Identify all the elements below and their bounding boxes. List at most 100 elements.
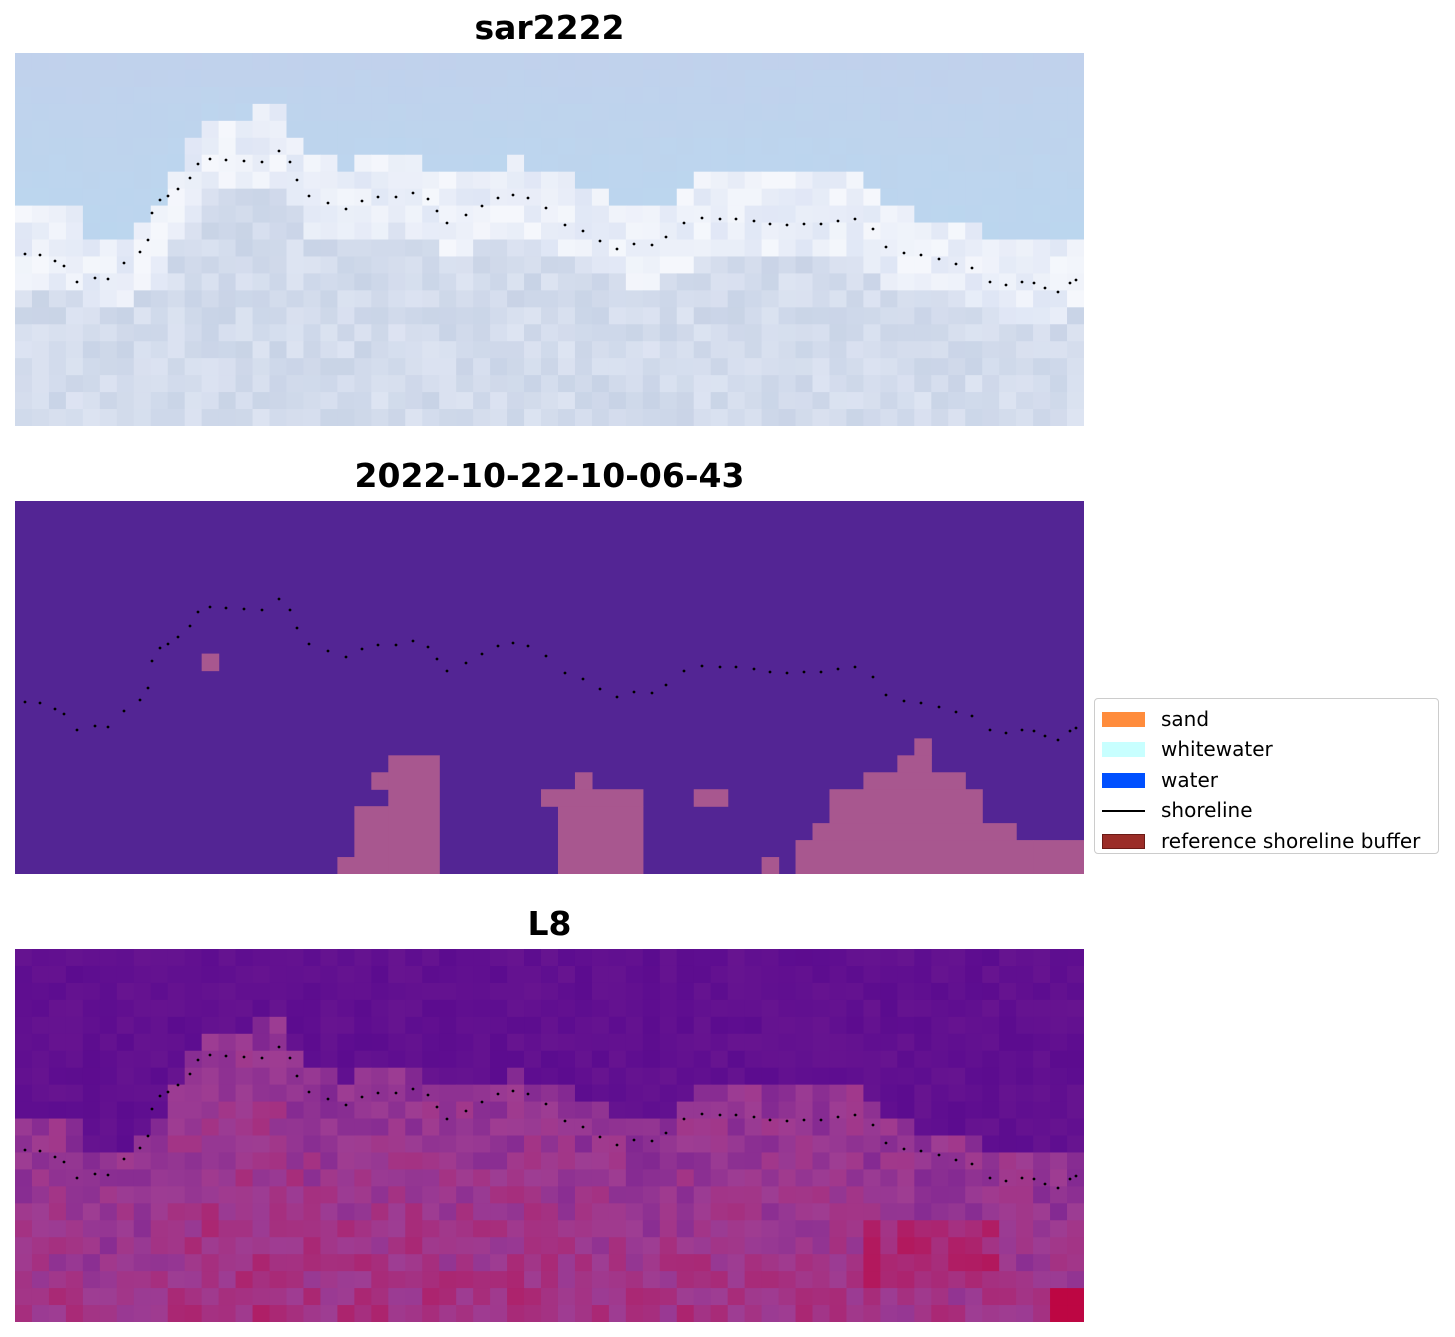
- pixel: [846, 1135, 865, 1154]
- pixel: [524, 137, 542, 156]
- shoreline-point: [970, 1162, 974, 1166]
- pixel: [82, 290, 101, 308]
- shoreline-point: [277, 149, 281, 153]
- pixel: [507, 1220, 525, 1238]
- pixel: [252, 86, 271, 105]
- pixel: [625, 1135, 644, 1154]
- shoreline-point: [224, 606, 228, 610]
- pixel: [235, 324, 254, 342]
- pixel: [659, 965, 678, 984]
- pixel: [574, 375, 593, 393]
- pixel: [490, 290, 508, 308]
- pixel: [439, 1101, 457, 1120]
- pixel: [99, 1135, 118, 1154]
- pixel: [710, 1237, 729, 1255]
- pixel: [218, 1016, 237, 1035]
- pixel: [48, 1305, 67, 1322]
- pixel: [574, 205, 593, 224]
- pixel: [778, 1135, 797, 1154]
- pixel: [99, 1016, 118, 1035]
- pixel: [167, 1135, 186, 1154]
- pixel: [252, 1305, 271, 1322]
- pixel: [931, 188, 949, 207]
- pixel: [880, 341, 898, 359]
- pixel: [727, 103, 746, 122]
- pixel: [659, 1288, 678, 1306]
- pixel: [99, 1050, 118, 1069]
- pixel: [897, 965, 915, 984]
- pixel: [778, 1288, 797, 1306]
- pixel: [65, 999, 84, 1018]
- pixel: [507, 1101, 525, 1120]
- buffer-cell: [541, 789, 644, 807]
- pixel: [727, 341, 746, 359]
- pixel: [99, 965, 118, 984]
- pixel: [133, 358, 152, 376]
- pixel: [31, 1169, 50, 1187]
- pixel: [965, 120, 983, 139]
- pixel: [795, 1305, 814, 1322]
- pixel: [48, 965, 67, 984]
- pixel: [778, 188, 797, 207]
- pixel: [642, 1016, 661, 1035]
- pixel: [388, 1135, 406, 1154]
- pixel: [490, 205, 508, 224]
- pixel: [999, 154, 1017, 173]
- pixel: [456, 290, 474, 308]
- pixel: [795, 120, 814, 139]
- pixel: [999, 1220, 1017, 1238]
- pixel: [286, 999, 305, 1018]
- pixel: [625, 120, 644, 139]
- pixel: [931, 1220, 949, 1238]
- pixel: [337, 1135, 355, 1154]
- pixel: [778, 982, 797, 1001]
- pixel: [591, 409, 610, 426]
- pixel: [846, 53, 865, 71]
- pixel: [591, 1135, 610, 1154]
- pixel: [829, 341, 848, 359]
- pixel: [422, 1118, 440, 1137]
- pixel: [846, 392, 865, 410]
- pixel: [473, 324, 491, 342]
- pixel: [880, 1254, 898, 1272]
- pixel: [948, 409, 966, 426]
- pixel: [422, 103, 440, 122]
- pixel: [557, 1067, 576, 1086]
- pixel: [574, 1101, 593, 1120]
- pixel: [931, 273, 949, 291]
- pixel: [1067, 1305, 1084, 1322]
- pixel: [744, 1186, 763, 1204]
- pixel: [524, 53, 542, 71]
- pixel: [456, 239, 474, 258]
- pixel: [863, 120, 881, 139]
- shoreline-point: [122, 1157, 126, 1161]
- pixel: [574, 949, 593, 967]
- pixel: [524, 1067, 542, 1086]
- pixel: [897, 86, 915, 105]
- pixel: [659, 1016, 678, 1035]
- legend-item-water: water: [1095, 765, 1438, 795]
- pixel: [676, 965, 695, 984]
- pixel: [710, 1135, 729, 1154]
- pixel: [507, 1118, 525, 1137]
- buffer-cell: [574, 772, 593, 790]
- pixel: [982, 1118, 1000, 1137]
- pixel: [167, 120, 186, 139]
- pixel: [507, 375, 525, 393]
- pixel: [1016, 1271, 1034, 1289]
- pixel: [948, 1288, 966, 1306]
- pixel: [1050, 154, 1068, 173]
- pixel: [761, 341, 780, 359]
- pixel: [490, 324, 508, 342]
- pixel: [269, 999, 288, 1018]
- pixel: [1016, 239, 1034, 258]
- pixel: [371, 1186, 389, 1204]
- pixel: [778, 1305, 797, 1322]
- pixel: [320, 409, 338, 426]
- pixel: [897, 256, 915, 275]
- pixel: [167, 999, 186, 1018]
- pixel: [82, 1101, 101, 1120]
- pixel: [235, 1186, 254, 1204]
- pixel: [591, 375, 610, 393]
- pixel: [490, 1152, 508, 1171]
